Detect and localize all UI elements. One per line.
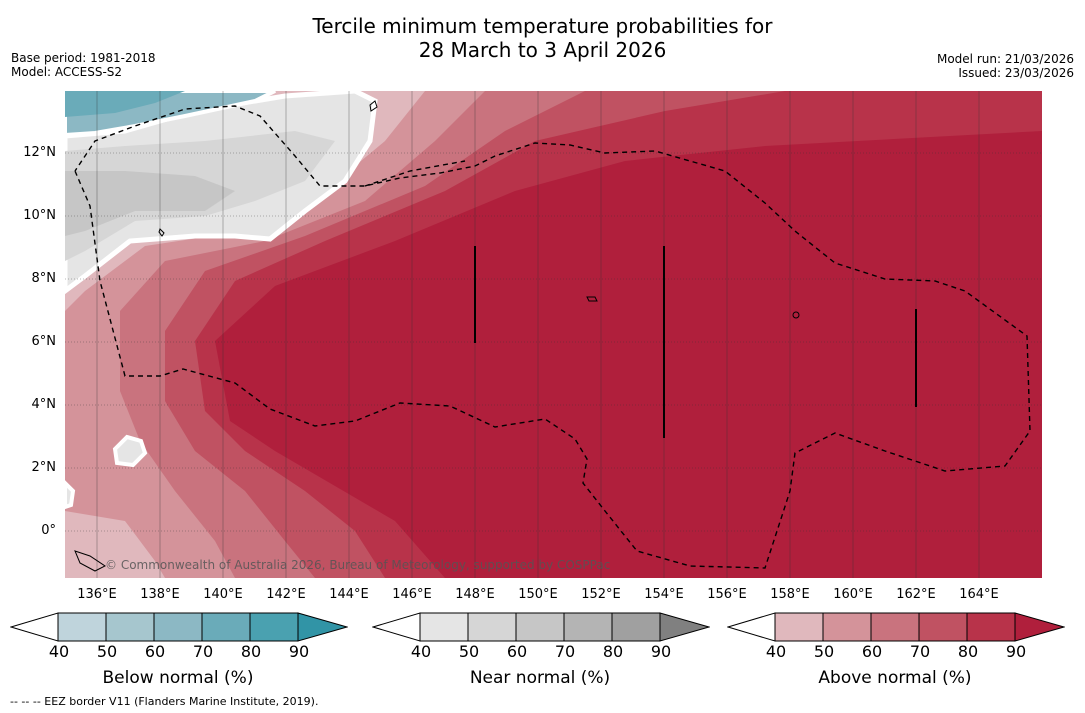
near-normal-dark [65, 171, 235, 236]
lat-label: 8°N [31, 271, 57, 286]
model-name: Model: ACCESS-S2 [11, 65, 123, 79]
lon-label: 142°E [266, 587, 306, 602]
lon-label: 150°E [518, 587, 558, 602]
cbar-tick: 80 [602, 642, 624, 661]
cbar-tick: 60 [506, 642, 528, 661]
cbar-near-seg [467, 612, 517, 642]
meta-left: Base period: 1981-2018 Model: ACCESS-S2 [11, 51, 156, 79]
cbar-below-seg-under [10, 612, 59, 642]
lon-label: 160°E [833, 587, 873, 602]
lat-label: 4°N [31, 397, 57, 412]
cbar-above-seg [918, 612, 968, 642]
lat-label: 6°N [31, 334, 57, 349]
eez-borders [74, 105, 1031, 569]
copyright-watermark: © Commonwealth of Australia 2026, Bureau… [105, 558, 611, 572]
base-period: Base period: 1981-2018 [11, 51, 156, 65]
lon-label: 156°E [707, 587, 747, 602]
lon-label: 162°E [896, 587, 936, 602]
cbar-tick: 90 [650, 642, 672, 661]
model-run: Model run: 21/03/2026 [936, 52, 1074, 66]
black-marks [474, 246, 917, 438]
cbar-near-seg [563, 612, 613, 642]
lon-label: 146°E [392, 587, 432, 602]
lon-label: 136°E [77, 587, 117, 602]
lat-label: 10°N [23, 208, 56, 223]
colorbar-label-below: Below normal (%) [102, 668, 254, 688]
near-normal-blob-edge [65, 480, 76, 510]
cbar-below-seg [153, 612, 203, 642]
cbar-below-seg [249, 612, 299, 642]
cbar-above-seg [822, 612, 872, 642]
island-atoll [792, 311, 800, 319]
cbar-tick: 50 [458, 642, 480, 661]
cbar-tick: 80 [957, 642, 979, 661]
near-normal-blob [112, 434, 148, 468]
cbar-above-seg-under [727, 612, 776, 642]
lat-label: 12°N [23, 145, 56, 160]
cbar-below-seg-over [297, 612, 348, 642]
lon-label: 148°E [455, 587, 495, 602]
cbar-near-seg-over [659, 612, 710, 642]
cbar-near-seg [611, 612, 661, 642]
meta-right: Model run: 21/03/2026 Issued: 23/03/2026 [937, 52, 1074, 80]
cbar-tick: 40 [410, 642, 432, 661]
cbar-below-seg [105, 612, 155, 642]
lon-label: 154°E [644, 587, 684, 602]
probability-map [65, 91, 1042, 578]
lon-label: 140°E [203, 587, 243, 602]
island-marianas [369, 100, 378, 112]
cbar-tick: 70 [554, 642, 576, 661]
colorbar-label-near: Near normal (%) [469, 668, 611, 688]
cbar-tick: 50 [96, 642, 118, 661]
lon-label: 164°E [959, 587, 999, 602]
below-normal-core [65, 91, 185, 117]
lon-label: 138°E [140, 587, 180, 602]
eez-border-palau-fsm [74, 105, 1031, 569]
title-line-1: Tercile minimum temperature probabilitie… [312, 14, 773, 38]
cbar-above-seg [870, 612, 920, 642]
cbar-above-seg [966, 612, 1016, 642]
island-png [74, 550, 106, 572]
cbar-tick: 40 [48, 642, 70, 661]
cbar-below-seg [201, 612, 251, 642]
cbar-tick: 60 [144, 642, 166, 661]
cbar-near-seg-under [372, 612, 421, 642]
islands [74, 100, 800, 572]
cbar-near-seg [419, 612, 469, 642]
colorbar-label-above: Above normal (%) [818, 668, 972, 688]
cbar-near-seg [515, 612, 565, 642]
cbar-tick: 60 [861, 642, 883, 661]
colorbar-below-normal [10, 612, 348, 642]
lat-label: 0° [41, 523, 56, 538]
colorbar-above-normal [727, 612, 1065, 642]
cbar-tick: 70 [909, 642, 931, 661]
colorbar-near-normal [372, 612, 710, 642]
map-title: Tercile minimum temperature probabilitie… [0, 14, 1085, 62]
cbar-tick: 90 [1005, 642, 1027, 661]
cbar-tick: 90 [288, 642, 310, 661]
island-guam [158, 228, 165, 237]
lon-label: 144°E [329, 587, 369, 602]
cbar-tick: 70 [192, 642, 214, 661]
issued-date: Issued: 23/03/2026 [958, 66, 1074, 80]
eez-border-marianas [364, 160, 466, 187]
cbar-tick: 50 [813, 642, 835, 661]
cbar-below-seg [57, 612, 107, 642]
eez-footnote: -- -- -- EEZ border V11 (Flanders Marine… [10, 695, 319, 708]
cbar-tick: 80 [240, 642, 262, 661]
lat-label: 2°N [31, 460, 57, 475]
title-line-2: 28 March to 3 April 2026 [418, 38, 667, 62]
lon-label: 158°E [770, 587, 810, 602]
cbar-above-seg [774, 612, 824, 642]
cbar-above-seg-over [1014, 612, 1065, 642]
lon-label: 152°E [581, 587, 621, 602]
cbar-tick: 40 [765, 642, 787, 661]
island-chuk [586, 296, 598, 302]
